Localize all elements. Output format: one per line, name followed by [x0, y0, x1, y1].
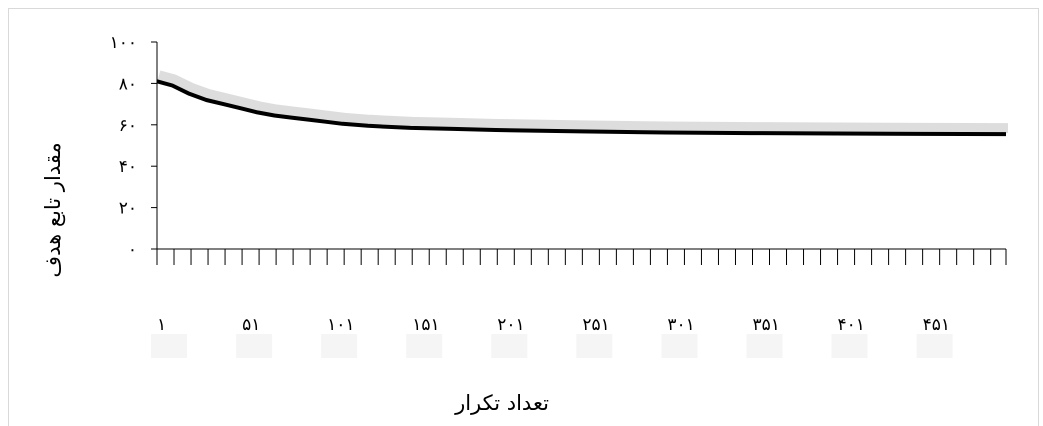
y-tick-label: ۲۰	[119, 199, 137, 219]
y-tick-label: ۰	[128, 240, 137, 260]
x-tick-label: ۳۰۱	[667, 315, 694, 335]
x-tick-label-reflection	[406, 334, 443, 358]
y-tick-label: ۴۰	[119, 157, 137, 177]
x-tick-label: ۱	[157, 315, 166, 335]
x-tick-label-reflection	[916, 334, 953, 358]
y-tick-label: ۶۰	[119, 116, 137, 136]
y-tick-label: ۱۰۰	[110, 33, 137, 53]
x-tick-label: ۱۵۱	[412, 315, 439, 335]
x-tick-label-reflection	[661, 334, 698, 358]
x-tick-label: ۱۰۱	[327, 315, 354, 335]
x-tick-label-reflection	[491, 334, 528, 358]
x-tick-label: ۲۰۱	[497, 315, 524, 335]
y-axis-title: مقدار تابع هدف	[41, 142, 65, 277]
chart-frame	[8, 8, 1039, 426]
y-tick-label: ۸۰	[119, 74, 137, 94]
series-line-shadow	[157, 70, 1009, 134]
x-axis-ticks: ۱ ۵۱ ۱۰۱ ۱۵۱ ۲۰۱ ۲۵۱ ۳۰۱ ۳۵۱ ۴۰۱ ۴۵۱	[151, 315, 953, 358]
x-tick-label-reflection	[321, 334, 358, 358]
x-tick-label: ۵۱	[242, 315, 260, 335]
x-tick-label-reflection	[831, 334, 868, 358]
x-axis-minor-ticks	[156, 249, 1007, 265]
x-tick-label: ۴۵۱	[923, 315, 950, 335]
x-tick-label-reflection	[236, 334, 273, 358]
x-tick-label: ۴۰۱	[838, 315, 865, 335]
x-tick-label: ۳۵۱	[752, 315, 779, 335]
series-line	[156, 79, 1007, 137]
x-tick-label-reflection	[746, 334, 783, 358]
x-tick-label: ۲۵۱	[582, 315, 609, 335]
x-tick-label-reflection	[576, 334, 613, 358]
x-axis-title: تعداد تکرار	[454, 391, 549, 415]
x-tick-label-reflection	[151, 334, 187, 358]
y-axis-ticks: ۰ ۲۰ ۴۰ ۶۰ ۸۰ ۱۰۰	[110, 33, 157, 260]
